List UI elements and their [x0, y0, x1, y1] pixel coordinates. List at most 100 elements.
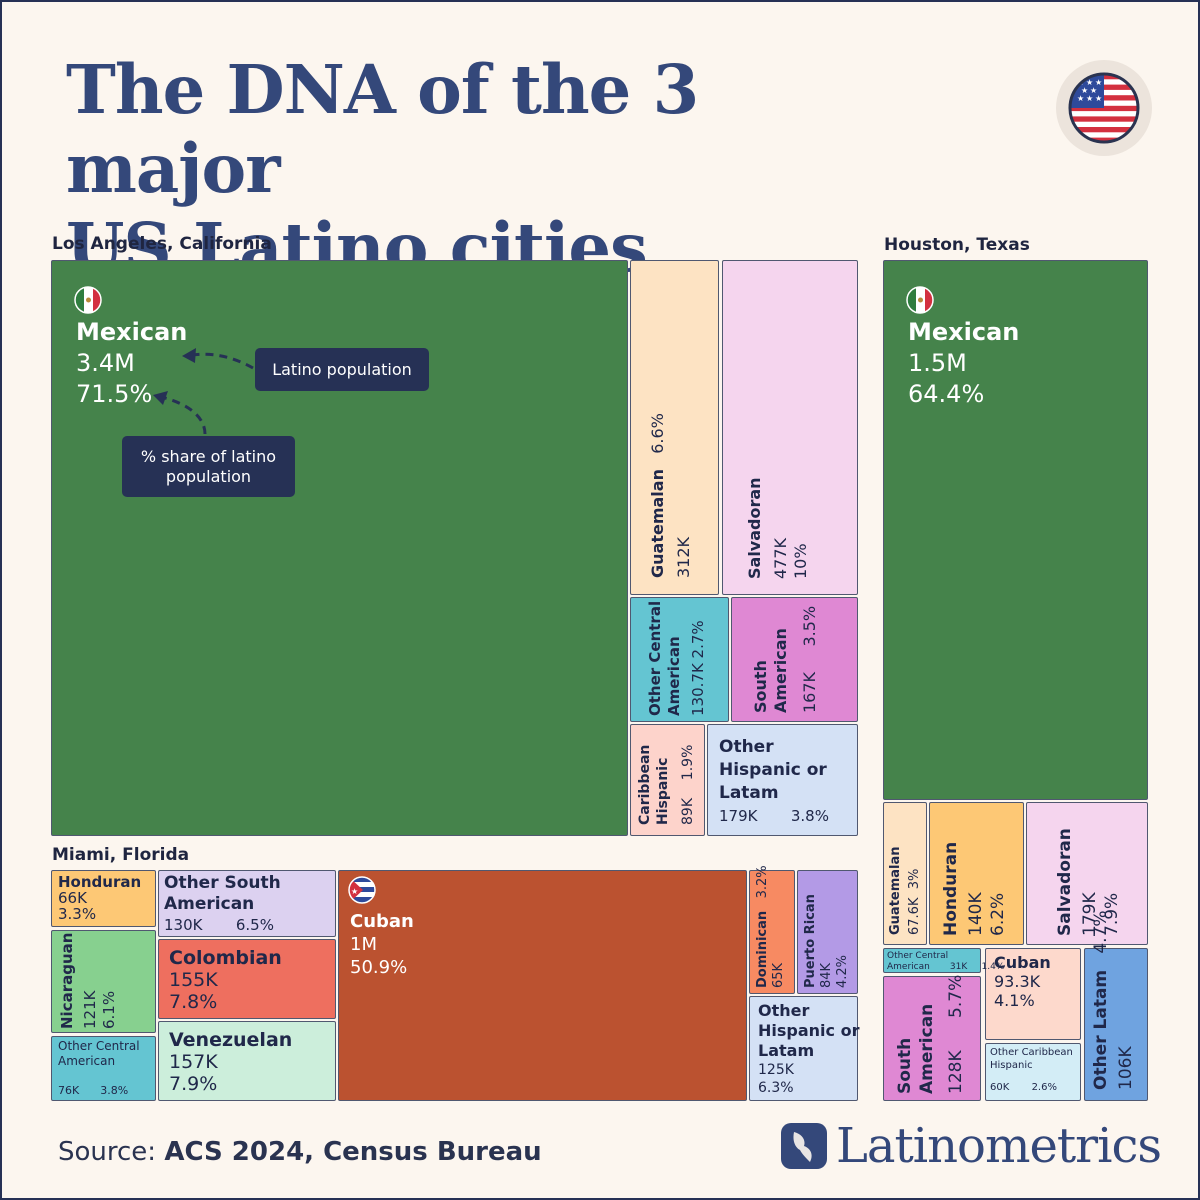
mia-colombian-label: Colombian 155K 7.8%	[169, 947, 282, 1013]
la-other-hispanic-share: 3.8%	[790, 807, 829, 825]
la-caribbean-name2: Hispanic	[655, 757, 671, 825]
mia-dominican-value: 65K	[771, 962, 786, 988]
la-tile-other-central-american	[630, 597, 729, 722]
hou-tile-other-caribbean	[985, 1043, 1081, 1101]
hou-tile-guatemalan	[883, 802, 927, 945]
la-other-central-label: Other Central American 130.7K 2.7%	[646, 601, 708, 716]
la-caribbean-share: 1.9%	[680, 744, 696, 781]
mia-other-south-name1: Other South	[164, 873, 281, 893]
mia-cuban-label: Cuban 1M 50.9%	[350, 910, 414, 979]
city-label-los-angeles: Los Angeles, California	[52, 234, 272, 254]
mia-cuban-value: 1M	[350, 934, 377, 955]
hou-other-caribbean-label: Other Caribbean Hispanic 60K 2.6%	[990, 1046, 1073, 1094]
hou-south-american-name1: South	[895, 1037, 915, 1094]
mia-colombian-name: Colombian	[169, 947, 282, 969]
la-caribbean-name1: Caribbean	[637, 744, 653, 825]
mia-other-hispanic-value: 125K	[758, 1062, 794, 1078]
callout-share-line1: % share of latino	[140, 446, 277, 466]
title-line-1: The DNA of the 3 major	[66, 50, 699, 208]
mia-nicaraguan-value: 121K	[81, 990, 99, 1029]
la-mexican-label: Mexican 3.4M 71.5%	[76, 317, 187, 410]
mia-other-central-name2: American	[58, 1054, 116, 1068]
la-other-hispanic-name3: Latam	[719, 783, 779, 803]
hou-other-caribbean-share: 2.6%	[1031, 1082, 1057, 1093]
hou-other-caribbean-name1: Other Caribbean	[990, 1047, 1073, 1058]
mia-nicaraguan-share: 6.1%	[100, 990, 118, 1029]
mia-tile-dominican	[749, 870, 795, 994]
mia-other-hispanic-share: 6.3%	[758, 1080, 794, 1096]
mia-tile-other-hispanic-latam	[749, 996, 858, 1101]
hou-south-american-share: 5.7%	[946, 974, 966, 1018]
hou-south-american-name2: American	[917, 1003, 937, 1094]
hou-mexican-label: Mexican 1.5M 64.4%	[908, 317, 1019, 410]
la-other-central-name2: American	[665, 636, 683, 716]
hou-guatemalan-label: Guatemalan 67.6K 3%	[888, 846, 923, 935]
la-tile-other-hispanic-latam	[707, 724, 858, 836]
mia-other-hispanic-name1: Other	[758, 1001, 810, 1020]
city-label-houston: Houston, Texas	[884, 235, 1030, 255]
hou-cuban-name: Cuban	[994, 953, 1051, 972]
hou-south-american-value: 128K	[946, 1050, 966, 1094]
callout-latino-population-text: Latino population	[272, 359, 412, 379]
hou-other-caribbean-name2: Hispanic	[990, 1060, 1033, 1071]
svg-text:★: ★	[1081, 86, 1088, 95]
mia-honduran-label: Honduran 66K 3.3%	[58, 874, 141, 922]
la-salvadoran-value: 477K	[771, 537, 790, 579]
svg-text:★: ★	[1095, 94, 1102, 103]
hou-tile-salvadoran	[1026, 802, 1148, 945]
la-other-hispanic-name2: Hispanic or	[719, 760, 827, 780]
mia-other-hispanic-name3: Latam	[758, 1041, 815, 1060]
la-mexican-value: 3.4M	[76, 349, 135, 377]
hou-salvadoran-name: Salvadoran	[1055, 828, 1075, 936]
brand-name: Latinometrics	[836, 1118, 1162, 1174]
hou-other-latam-value: 106K	[1116, 1046, 1136, 1090]
source-note: Source: ACS 2024, Census Bureau	[58, 1137, 542, 1167]
la-tile-guatemalan	[630, 260, 719, 595]
mia-other-south-name2: American	[164, 894, 255, 914]
la-south-american-name2: American	[771, 628, 790, 713]
svg-text:★: ★	[1077, 94, 1084, 103]
mia-tile-puerto-rican	[797, 870, 858, 994]
hou-other-latam-label: Other Latam 4.7% 106K	[1090, 910, 1137, 1090]
mia-dominican-label: Dominican 3.2% 65K	[755, 865, 787, 988]
la-other-hispanic-value: 179K	[719, 807, 758, 825]
hou-tile-other-latam	[1084, 948, 1148, 1101]
hou-guatemalan-name: Guatemalan	[888, 846, 903, 935]
mia-honduran-name: Honduran	[58, 873, 142, 891]
la-other-hispanic-label: Other Hispanic or Latam 179K 3.8%	[719, 736, 829, 828]
callout-share: % share of latino population	[122, 436, 295, 497]
hou-guatemalan-value: 67.6K	[907, 897, 922, 935]
la-south-american-share: 3.5%	[800, 605, 819, 647]
mia-venezuelan-share: 7.9%	[169, 1073, 218, 1095]
mia-honduran-value: 66K	[58, 889, 87, 907]
mia-tile-other-central-american	[51, 1036, 156, 1101]
mia-venezuelan-label: Venezuelan 157K 7.9%	[169, 1029, 292, 1095]
hou-other-latam-share: 4.7%	[1091, 910, 1111, 954]
la-caribbean-value: 89K	[680, 798, 696, 825]
hou-other-central-label: Other Central American 31K 1.4%	[887, 951, 1004, 973]
la-other-central-name1: Other Central	[646, 600, 664, 716]
mia-tile-other-south-american	[158, 870, 336, 937]
la-salvadoran-label: Salvadoran 477K 10%	[745, 477, 811, 579]
hou-tile-cuban	[985, 948, 1081, 1040]
la-guatemalan-label: Guatemalan 6.6% 312K	[648, 413, 694, 578]
mia-other-central-name1: Other Central	[58, 1039, 140, 1053]
city-label-miami: Miami, Florida	[52, 845, 190, 865]
la-mexican-name: Mexican	[76, 318, 188, 346]
mia-other-hispanic-label: Other Hispanic or Latam 125K 6.3%	[758, 1001, 859, 1097]
hou-cuban-value: 93.3K	[994, 972, 1041, 991]
mia-tile-venezuelan	[158, 1021, 336, 1101]
mia-tile-colombian	[158, 939, 336, 1019]
mia-honduran-share: 3.3%	[58, 905, 97, 923]
mia-other-hispanic-name2: Hispanic or	[758, 1021, 860, 1040]
hou-other-central-name2: American	[887, 962, 930, 972]
hou-honduran-share: 6.2%	[988, 892, 1008, 936]
mia-nicaraguan-name: Nicaraguan	[58, 932, 76, 1029]
hou-other-caribbean-value: 60K	[990, 1082, 1010, 1093]
mia-colombian-value: 155K	[169, 969, 218, 991]
la-salvadoran-name: Salvadoran	[745, 477, 764, 579]
mia-venezuelan-value: 157K	[169, 1051, 218, 1073]
mia-other-central-share: 3.8%	[100, 1084, 129, 1097]
hou-mexican-share: 64.4%	[908, 380, 985, 408]
